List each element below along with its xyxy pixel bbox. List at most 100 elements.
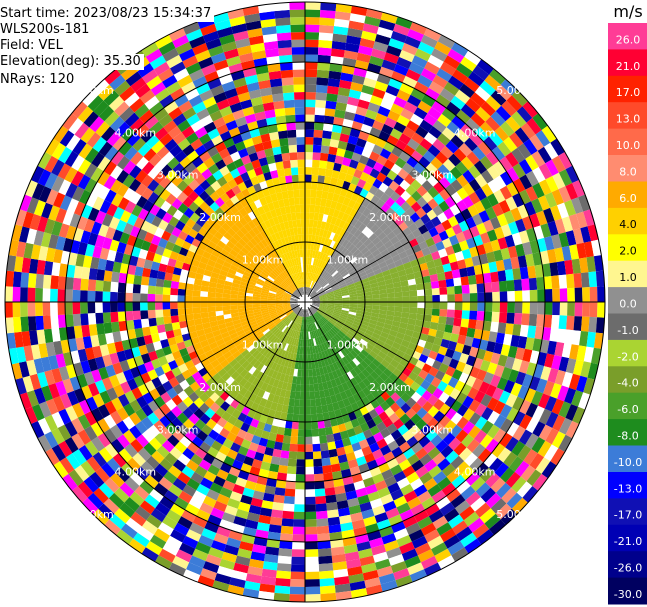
velocity-gate — [318, 277, 324, 285]
azimuth-line — [244, 197, 303, 298]
velocity-gate — [328, 524, 342, 534]
velocity-gate — [423, 150, 436, 163]
velocity-gate — [58, 366, 70, 381]
velocity-gate — [313, 383, 320, 392]
velocity-gate — [393, 281, 402, 288]
velocity-gate — [148, 277, 157, 287]
velocity-gate — [351, 274, 360, 281]
velocity-gate — [376, 565, 394, 578]
velocity-gate — [243, 371, 253, 381]
velocity-gate — [342, 273, 351, 280]
velocity-gate — [192, 548, 209, 562]
velocity-gate — [299, 391, 305, 400]
velocity-gate — [142, 199, 154, 212]
velocity-gate — [352, 237, 361, 247]
velocity-gate — [385, 314, 394, 321]
velocity-gate — [162, 302, 171, 310]
velocity-gate — [238, 264, 247, 272]
velocity-gate — [292, 54, 305, 63]
velocity-gate — [272, 281, 280, 287]
velocity-gate — [480, 101, 496, 117]
velocity-gate — [394, 302, 403, 308]
velocity-gate — [307, 242, 312, 250]
velocity-gate — [109, 74, 126, 91]
velocity-gate — [273, 318, 281, 324]
velocity-gate — [82, 336, 93, 349]
velocity-gate — [238, 357, 247, 366]
velocity-gate — [460, 103, 476, 119]
velocity-gate — [113, 384, 125, 398]
velocity-gate — [393, 311, 402, 318]
velocity-gate — [340, 288, 349, 293]
velocity-gate — [387, 482, 401, 494]
velocity-gate — [295, 307, 301, 315]
velocity-gate — [400, 402, 412, 414]
velocity-gate — [339, 461, 350, 471]
velocity-gate — [419, 262, 429, 271]
velocity-gate — [358, 326, 367, 333]
velocity-gate — [500, 344, 511, 357]
velocity-gate — [282, 299, 291, 302]
velocity-gate — [230, 305, 238, 310]
velocity-gate — [492, 203, 504, 217]
velocity-gate — [330, 539, 344, 549]
velocity-gate — [362, 181, 373, 192]
velocity-gate — [295, 323, 300, 331]
velocity-gate — [544, 396, 558, 412]
velocity-gate — [427, 484, 442, 497]
velocity-gate — [474, 86, 491, 102]
velocity-gate — [433, 181, 445, 194]
velocity-gate — [338, 281, 347, 287]
velocity-gate — [481, 263, 491, 274]
velocity-gate — [285, 114, 296, 123]
velocity-gate — [58, 327, 68, 341]
velocity-gate — [490, 374, 502, 388]
velocity-gate — [513, 279, 523, 291]
velocity-gate — [500, 79, 518, 96]
velocity-gate — [388, 554, 405, 566]
velocity-gate — [244, 363, 254, 372]
velocity-gate — [479, 80, 496, 96]
velocity-gate — [129, 98, 145, 113]
velocity-gate — [159, 403, 171, 416]
velocity-gate — [348, 183, 357, 193]
velocity-gate — [576, 211, 588, 229]
velocity-gate — [321, 281, 329, 288]
velocity-gate — [237, 45, 252, 56]
velocity-gate — [402, 302, 410, 308]
velocity-gate — [282, 160, 291, 169]
velocity-gate — [188, 179, 200, 191]
velocity-gate — [194, 206, 205, 217]
velocity-gate — [589, 302, 598, 318]
velocity-gate — [399, 382, 410, 393]
velocity-gate — [421, 390, 433, 402]
velocity-gate — [552, 288, 560, 302]
velocity-gate — [37, 417, 52, 435]
velocity-gate — [449, 388, 461, 400]
velocity-gate — [222, 155, 234, 166]
velocity-gate — [247, 318, 256, 324]
velocity-gate — [229, 264, 239, 272]
velocity-gate — [218, 274, 227, 281]
velocity-gate — [260, 259, 268, 267]
velocity-gate — [357, 298, 365, 302]
velocity-gate — [305, 414, 312, 422]
velocity-gate — [475, 482, 491, 498]
velocity-gate — [269, 344, 277, 353]
velocity-gate — [77, 106, 94, 123]
velocity-gate — [135, 466, 150, 481]
velocity-gate — [263, 283, 271, 289]
velocity-gate — [201, 424, 213, 436]
velocity-gate — [556, 260, 567, 276]
velocity-gate — [316, 286, 323, 293]
velocity-gate — [331, 225, 339, 234]
velocity-gate — [531, 437, 546, 454]
velocity-gate — [507, 345, 518, 359]
velocity-gate — [103, 414, 117, 429]
velocity-gate — [383, 323, 392, 330]
velocity-gate — [476, 348, 487, 360]
velocity-gate — [320, 374, 327, 383]
velocity-gate — [197, 575, 215, 588]
velocity-gate — [235, 477, 248, 488]
velocity-gate — [373, 328, 382, 336]
